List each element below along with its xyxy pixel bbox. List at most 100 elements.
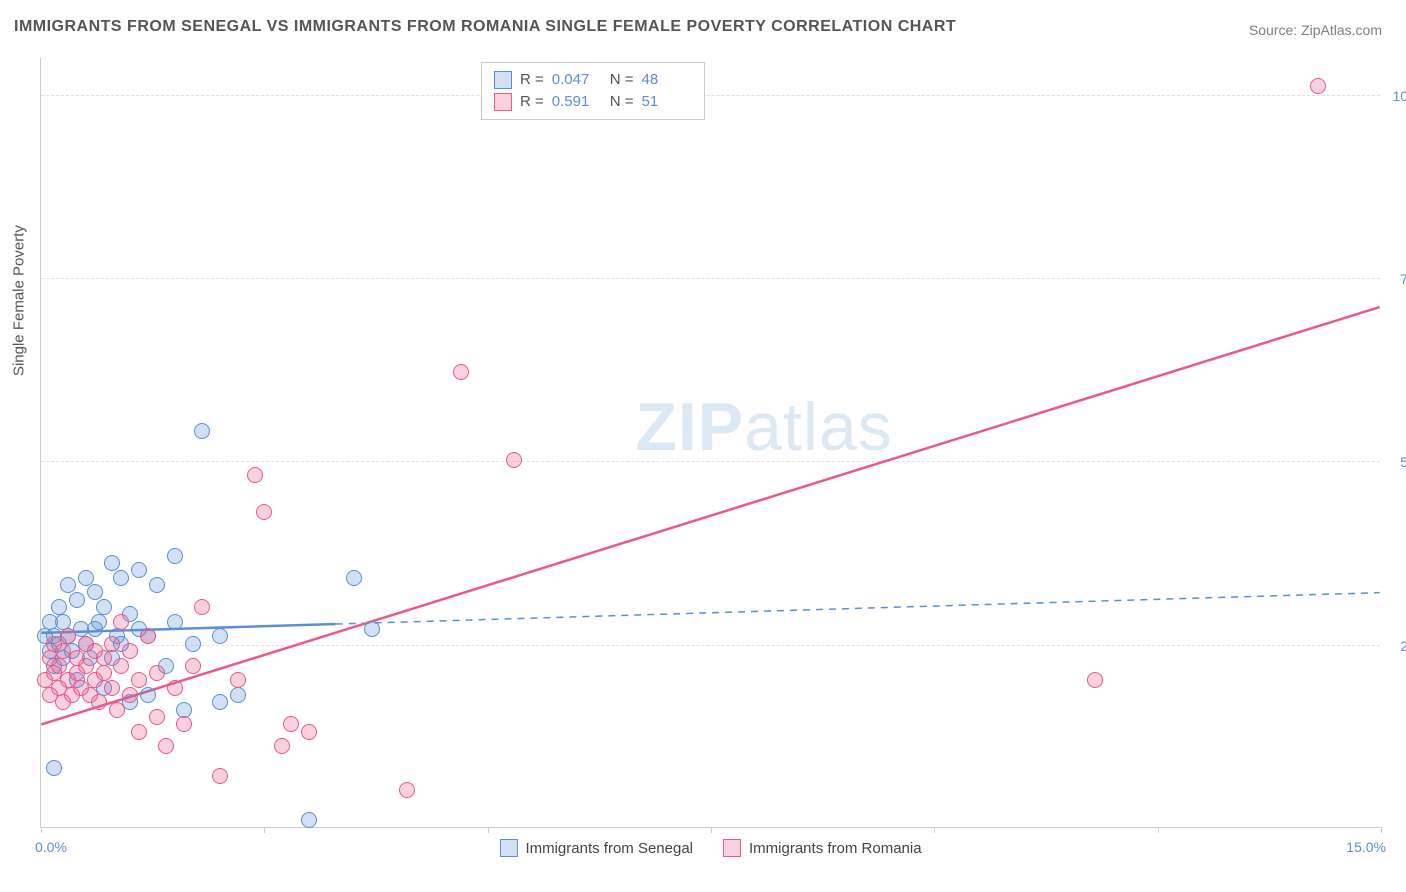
- legend-swatch: [723, 839, 741, 857]
- trend-line-solid: [41, 307, 1379, 724]
- n-value: 48: [642, 69, 692, 91]
- legend-series-item: Immigrants from Senegal: [499, 839, 693, 857]
- scatter-point: [212, 628, 228, 644]
- scatter-point: [283, 716, 299, 732]
- scatter-point: [185, 658, 201, 674]
- legend-series-label: Immigrants from Romania: [749, 840, 922, 857]
- n-label: N =: [610, 69, 634, 91]
- scatter-point: [158, 738, 174, 754]
- scatter-point: [131, 724, 147, 740]
- x-tick: [1381, 827, 1382, 833]
- scatter-point: [230, 687, 246, 703]
- x-tick: [934, 827, 935, 833]
- legend-correlation-row: R = 0.047 N = 48: [494, 69, 692, 91]
- scatter-point: [301, 724, 317, 740]
- scatter-point: [167, 548, 183, 564]
- scatter-point: [194, 423, 210, 439]
- scatter-point: [274, 738, 290, 754]
- legend-series-label: Immigrants from Senegal: [525, 840, 693, 857]
- scatter-point: [1310, 78, 1326, 94]
- x-tick: [488, 827, 489, 833]
- y-tick-label: 100.0%: [1386, 88, 1406, 104]
- scatter-point: [131, 562, 147, 578]
- scatter-point: [212, 694, 228, 710]
- x-axis-max-label: 15.0%: [1346, 839, 1386, 855]
- plot-area: Single Female Poverty ZIPatlas 25.0%50.0…: [40, 58, 1380, 828]
- scatter-point: [69, 592, 85, 608]
- x-tick: [264, 827, 265, 833]
- n-value: 51: [642, 91, 692, 113]
- scatter-point: [51, 658, 67, 674]
- scatter-point: [453, 364, 469, 380]
- source-label: Source: ZipAtlas.com: [1249, 22, 1382, 38]
- scatter-point: [149, 577, 165, 593]
- scatter-point: [131, 672, 147, 688]
- trend-line-dashed: [336, 593, 1380, 624]
- scatter-point: [140, 628, 156, 644]
- scatter-point: [104, 636, 120, 652]
- scatter-point: [1087, 672, 1103, 688]
- scatter-point: [167, 680, 183, 696]
- scatter-point: [91, 614, 107, 630]
- scatter-point: [96, 599, 112, 615]
- scatter-point: [91, 694, 107, 710]
- scatter-point: [51, 599, 67, 615]
- scatter-point: [60, 577, 76, 593]
- scatter-point: [113, 570, 129, 586]
- r-value: 0.047: [552, 69, 602, 91]
- scatter-point: [230, 672, 246, 688]
- legend-swatch: [499, 839, 517, 857]
- scatter-point: [506, 452, 522, 468]
- scatter-point: [78, 570, 94, 586]
- scatter-point: [122, 687, 138, 703]
- scatter-point: [60, 628, 76, 644]
- chart-title: IMMIGRANTS FROM SENEGAL VS IMMIGRANTS FR…: [14, 18, 956, 36]
- scatter-point: [149, 665, 165, 681]
- n-label: N =: [610, 91, 634, 113]
- scatter-point: [140, 687, 156, 703]
- scatter-point: [122, 643, 138, 659]
- legend-swatch: [494, 71, 512, 89]
- legend-series: Immigrants from Senegal Immigrants from R…: [499, 839, 921, 857]
- legend-correlation-box: R = 0.047 N = 48 R = 0.591 N = 51: [481, 62, 705, 120]
- legend-swatch: [494, 93, 512, 111]
- y-tick-label: 75.0%: [1386, 271, 1406, 287]
- r-value: 0.591: [552, 91, 602, 113]
- scatter-point: [113, 658, 129, 674]
- scatter-point: [256, 504, 272, 520]
- x-axis-min-label: 0.0%: [35, 839, 67, 855]
- scatter-point: [109, 702, 125, 718]
- scatter-point: [301, 812, 317, 828]
- scatter-point: [96, 650, 112, 666]
- x-tick: [711, 827, 712, 833]
- y-axis-title: Single Female Poverty: [11, 225, 28, 376]
- scatter-point: [113, 614, 129, 630]
- scatter-point: [149, 709, 165, 725]
- y-tick-label: 25.0%: [1386, 638, 1406, 654]
- trend-lines-svg: [41, 58, 1380, 827]
- scatter-point: [364, 621, 380, 637]
- scatter-point: [87, 584, 103, 600]
- scatter-point: [212, 768, 228, 784]
- scatter-point: [399, 782, 415, 798]
- scatter-point: [194, 599, 210, 615]
- legend-series-item: Immigrants from Romania: [723, 839, 922, 857]
- scatter-point: [78, 658, 94, 674]
- legend-correlation-row: R = 0.591 N = 51: [494, 91, 692, 113]
- scatter-point: [104, 680, 120, 696]
- scatter-point: [46, 760, 62, 776]
- r-label: R =: [520, 69, 544, 91]
- scatter-point: [55, 614, 71, 630]
- x-tick: [1158, 827, 1159, 833]
- scatter-point: [104, 555, 120, 571]
- scatter-point: [176, 702, 192, 718]
- r-label: R =: [520, 91, 544, 113]
- scatter-point: [167, 614, 183, 630]
- scatter-point: [185, 636, 201, 652]
- x-tick: [41, 827, 42, 833]
- scatter-point: [247, 467, 263, 483]
- scatter-point: [346, 570, 362, 586]
- y-tick-label: 50.0%: [1386, 454, 1406, 470]
- scatter-point: [96, 665, 112, 681]
- scatter-point: [176, 716, 192, 732]
